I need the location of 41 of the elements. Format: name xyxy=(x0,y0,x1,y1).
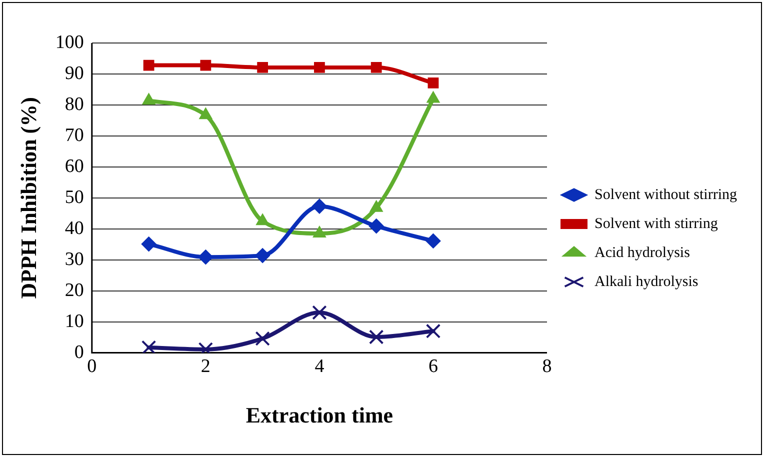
legend-label: Alkali hydrolysis xyxy=(594,274,698,290)
legend-label: Acid hydrolysis xyxy=(594,244,690,261)
point xyxy=(198,250,214,265)
point xyxy=(257,62,268,73)
point xyxy=(312,198,327,214)
point xyxy=(141,340,156,353)
point xyxy=(428,78,439,88)
y-tick-label: 90 xyxy=(64,62,84,84)
point xyxy=(143,60,154,71)
y-tick-label: 50 xyxy=(64,186,84,208)
point xyxy=(255,248,270,264)
y-tick-label: 20 xyxy=(64,280,84,301)
y-axis-title: DPPH Inhibition (%) xyxy=(16,97,41,299)
point xyxy=(426,324,441,338)
x-tick-label: 4 xyxy=(314,356,325,378)
point xyxy=(141,236,156,252)
y-tick-label: 100 xyxy=(55,32,84,53)
y-tick-label: 70 xyxy=(64,124,84,146)
point xyxy=(368,330,384,344)
y-tick-label: 80 xyxy=(64,94,84,115)
y-tick-label: 40 xyxy=(64,218,84,239)
point xyxy=(312,226,326,238)
point xyxy=(426,233,441,248)
point xyxy=(256,214,270,226)
point xyxy=(314,62,325,73)
y-tick-label: 60 xyxy=(64,156,84,177)
legend-label: Solvent without stirring xyxy=(594,186,738,203)
point xyxy=(200,60,212,71)
x-tick-label: 0 xyxy=(87,356,97,378)
point xyxy=(312,305,327,320)
y-tick-label: 0 xyxy=(74,342,84,363)
x-axis-title: Extraction time xyxy=(246,402,394,428)
x-tick-label: 6 xyxy=(428,356,438,378)
y-tick-label: 30 xyxy=(64,248,84,270)
legend-label: Solvent with stirring xyxy=(594,216,718,232)
y-tick-label: 10 xyxy=(64,310,84,332)
point xyxy=(370,62,382,73)
point xyxy=(255,331,270,346)
point xyxy=(368,218,384,234)
x-tick-label: 2 xyxy=(200,356,210,378)
x-tick-label: 8 xyxy=(542,356,552,378)
